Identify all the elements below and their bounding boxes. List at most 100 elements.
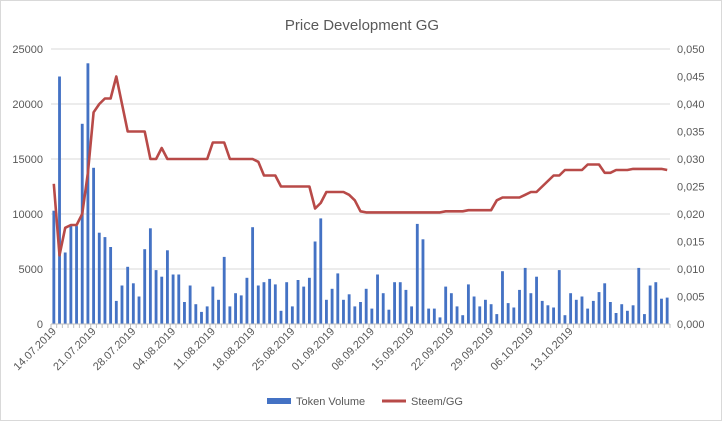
token-volume-bar <box>222 256 226 324</box>
y2-tick-label: 0,035 <box>677 127 705 139</box>
token-volume-bar <box>131 283 135 324</box>
token-volume-bar <box>597 292 601 324</box>
token-volume-bar <box>313 241 317 324</box>
right-axis-labels: 0,000 0,005 0,010 0,015 0,020 0,025 0,030 0,035… <box>677 44 705 331</box>
y-tick-label: 25000 <box>12 44 43 56</box>
token-volume-bar <box>506 303 510 324</box>
y-tick-label: 15000 <box>12 154 43 166</box>
token-volume-bar <box>614 313 618 324</box>
token-volume-bar <box>461 315 465 324</box>
token-volume-bar <box>444 286 448 324</box>
x-axis-labels: 14.07.201921.07.201928.07.201904.08.2019… <box>12 326 576 373</box>
token-volume-bar <box>97 232 101 324</box>
token-volume-bar <box>495 314 499 324</box>
token-volume-bar <box>364 288 368 324</box>
token-volume-bar <box>665 297 669 324</box>
token-volume-bar <box>319 218 323 324</box>
token-volume-bar <box>217 299 220 324</box>
token-volume-bar <box>200 311 203 324</box>
token-volume-bar <box>58 76 61 324</box>
token-volume-bar <box>574 299 578 324</box>
token-volume-bar <box>625 310 629 324</box>
y2-tick-label: 0,045 <box>677 72 705 84</box>
token-volume-bar <box>251 227 255 324</box>
token-volume-bar <box>307 277 311 324</box>
token-volume-bar <box>501 271 504 324</box>
token-volume-bar <box>211 286 215 324</box>
y2-tick-label: 0,040 <box>677 99 705 111</box>
y2-tick-label: 0,025 <box>677 182 705 194</box>
token-volume-bar <box>472 296 476 324</box>
token-volume-bar <box>256 285 260 324</box>
token-volume-bar <box>114 300 118 324</box>
token-volume-bar <box>654 282 658 324</box>
token-volume-bar <box>347 294 351 324</box>
token-volume-bar <box>552 307 556 324</box>
token-volume-bar <box>120 285 124 324</box>
token-volume-bar <box>325 299 328 324</box>
token-volume-bar <box>268 278 272 324</box>
gridlines <box>51 48 670 270</box>
token-volume-bar <box>370 308 374 324</box>
token-volume-bar <box>148 228 152 324</box>
steem-gg-line <box>52 75 668 257</box>
token-volume-bar <box>154 270 158 324</box>
token-volume-bar <box>160 276 164 324</box>
token-volume-bar <box>342 299 345 324</box>
token-volume-bar <box>359 302 362 324</box>
token-volume-bar <box>296 280 300 324</box>
token-volume-bar <box>438 317 442 324</box>
token-volume-bars <box>52 63 669 325</box>
token-volume-bar <box>415 223 419 324</box>
token-volume-bar <box>52 210 56 324</box>
token-volume-bar <box>410 306 414 324</box>
token-volume-bar <box>103 237 107 324</box>
token-volume-bar <box>466 284 470 324</box>
token-volume-bar <box>245 277 249 324</box>
token-volume-bar <box>631 305 635 324</box>
token-volume-bar <box>279 310 283 324</box>
left-axis-labels: 0 5000 10000 15000 20000 25000 <box>12 44 43 331</box>
token-volume-bar <box>80 123 84 324</box>
legend-swatch-token-volume <box>267 398 291 404</box>
token-volume-bar <box>393 282 396 324</box>
token-volume-bar <box>557 270 561 324</box>
token-volume-bar <box>484 299 487 324</box>
x-tick-label: 13.10.2019 <box>528 326 575 373</box>
token-volume-bar <box>620 304 624 324</box>
token-volume-bar <box>427 308 431 324</box>
x-tick-label: 04.08.2019 <box>131 326 178 373</box>
token-volume-bar <box>109 247 113 324</box>
token-volume-bar <box>285 282 289 324</box>
token-volume-bar <box>512 307 516 324</box>
y2-tick-label: 0,020 <box>677 209 705 221</box>
token-volume-bar <box>86 63 90 325</box>
y2-tick-label: 0,015 <box>677 237 705 249</box>
steem-gg-price-line <box>52 75 668 257</box>
token-volume-bar <box>137 296 141 324</box>
token-volume-bar <box>239 295 243 324</box>
y2-tick-label: 0,000 <box>677 319 705 331</box>
y-tick-label: 5000 <box>19 264 43 276</box>
token-volume-bar <box>302 286 306 324</box>
token-volume-bar <box>63 252 67 324</box>
token-volume-bar <box>489 304 493 324</box>
y2-tick-label: 0,030 <box>677 154 705 166</box>
y-tick-label: 20000 <box>12 99 43 111</box>
token-volume-bar <box>449 293 453 324</box>
token-volume-bar <box>387 309 391 324</box>
token-volume-bar <box>194 304 198 324</box>
token-volume-bar <box>478 306 482 324</box>
token-volume-bar <box>569 293 573 324</box>
token-volume-bar <box>188 285 192 324</box>
token-volume-bar <box>586 308 590 324</box>
token-volume-bar <box>376 274 379 324</box>
chart-title: Price Development GG <box>285 17 439 34</box>
token-volume-bar <box>421 239 425 324</box>
token-volume-bar <box>381 293 385 324</box>
token-volume-bar <box>660 298 663 324</box>
token-volume-bar <box>330 288 334 324</box>
token-volume-bar <box>353 306 357 324</box>
